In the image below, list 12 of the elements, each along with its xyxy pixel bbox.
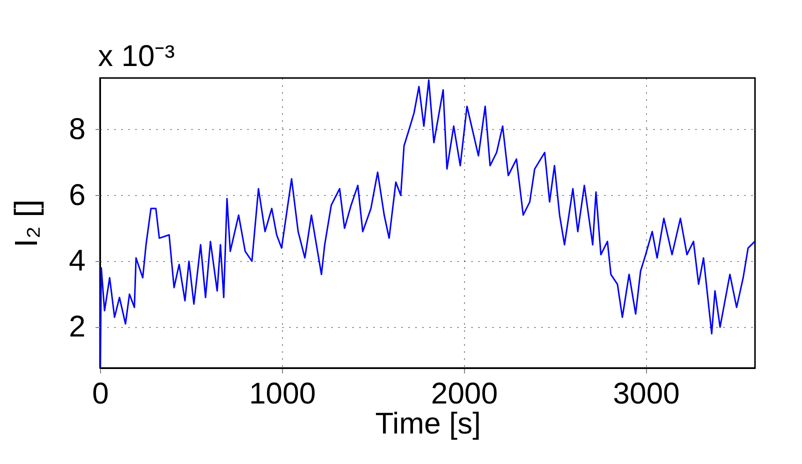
y-tick-label: 8	[68, 112, 86, 146]
y-tick-label: 4	[68, 244, 86, 278]
x-tick-label: 0	[92, 378, 109, 410]
line-series	[100, 79, 755, 368]
x-tick-label: 2000	[431, 378, 498, 410]
y-axis-title: I₂ []	[8, 200, 44, 248]
y-tick-label: 2	[68, 310, 86, 344]
text: x 10⁻³	[98, 40, 175, 73]
x-tick-label: 3000	[612, 378, 680, 410]
x-tick-label: 1000	[249, 378, 316, 410]
y-tick-label: 6	[68, 178, 86, 212]
x-axis-title: Time [s]	[375, 408, 481, 440]
